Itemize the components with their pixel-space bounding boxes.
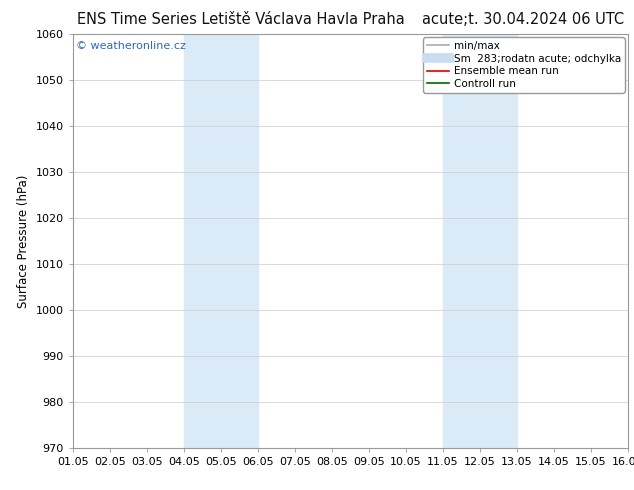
Y-axis label: Surface Pressure (hPa): Surface Pressure (hPa) [17,174,30,308]
Text: © weatheronline.cz: © weatheronline.cz [75,41,186,50]
Text: acute;t. 30.04.2024 06 UTC: acute;t. 30.04.2024 06 UTC [422,12,624,27]
Bar [184,34,258,448]
Bar [443,34,517,448]
Legend: min/max, Sm  283;rodatn acute; odchylka, Ensemble mean run, Controll run: min/max, Sm 283;rodatn acute; odchylka, … [423,37,624,93]
Text: ENS Time Series Letiště Václava Havla Praha: ENS Time Series Letiště Václava Havla Pr… [77,12,404,27]
